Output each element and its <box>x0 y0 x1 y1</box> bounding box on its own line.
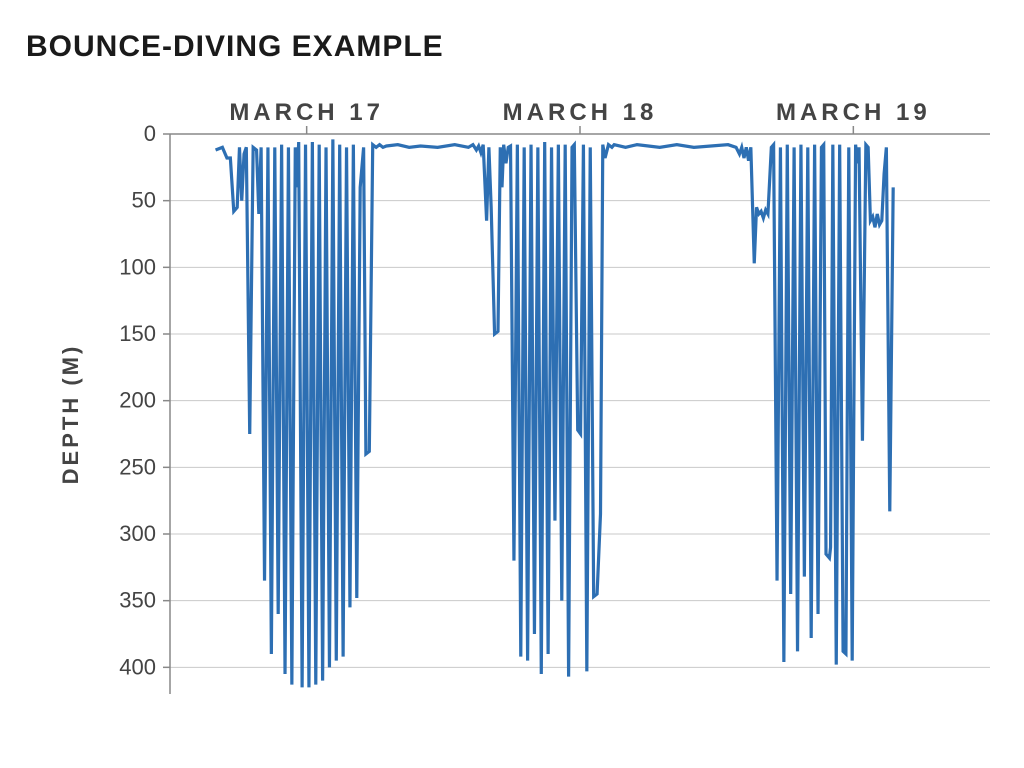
svg-text:250: 250 <box>119 454 156 479</box>
svg-text:MARCH 19: MARCH 19 <box>776 99 931 126</box>
svg-text:150: 150 <box>119 321 156 346</box>
svg-text:MARCH 17: MARCH 17 <box>229 99 384 126</box>
svg-text:DEPTH (M): DEPTH (M) <box>58 344 83 485</box>
svg-text:50: 50 <box>132 188 156 213</box>
chart-svg: 0 50 100 150 200 250 300 350 400 MARCH 17 MARCH 18… <box>40 94 1000 734</box>
svg-text:200: 200 <box>119 388 156 413</box>
svg-text:350: 350 <box>119 588 156 613</box>
svg-text:300: 300 <box>119 521 156 546</box>
chart-container: { "chart": { "type": "line", "title": "B… <box>0 0 1024 768</box>
svg-text:MARCH 18: MARCH 18 <box>503 99 658 126</box>
svg-text:100: 100 <box>119 254 156 279</box>
chart-title: BOUNCE-DIVING EXAMPLE <box>26 30 1004 64</box>
chart-plot-area: 0 50 100 150 200 250 300 350 400 MARCH 17 MARCH 18… <box>40 94 1000 734</box>
svg-text:400: 400 <box>119 654 156 679</box>
svg-text:0: 0 <box>144 121 156 146</box>
